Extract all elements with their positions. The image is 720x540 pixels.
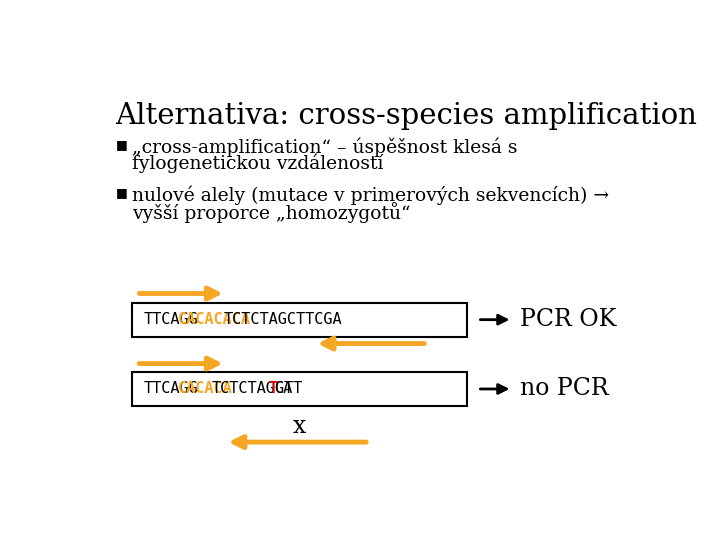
Text: ■: ■ <box>117 186 128 199</box>
Text: TTCAGG: TTCAGG <box>143 381 198 396</box>
FancyBboxPatch shape <box>132 372 467 406</box>
Text: x: x <box>292 415 306 438</box>
Text: TCTCTAGCTTCGA: TCTCTAGCTTCGA <box>223 312 342 327</box>
Text: vyšší proporce „homozygotů“: vyšší proporce „homozygotů“ <box>132 202 410 223</box>
Text: GA: GA <box>274 381 293 396</box>
Text: TCTCTAGCTT: TCTCTAGCTT <box>212 381 303 396</box>
Text: PCR OK: PCR OK <box>520 308 616 331</box>
Text: Alternativa: cross-species amplification: Alternativa: cross-species amplification <box>114 102 697 130</box>
Text: nulové alely (mutace v primerových sekvencích) →: nulové alely (mutace v primerových sekve… <box>132 186 609 205</box>
Text: CACACA: CACACA <box>178 381 233 396</box>
Text: fylogenetickou vzdáleností: fylogenetickou vzdáleností <box>132 153 383 173</box>
Text: „cross-amplification“ – úspěšnost klesá s: „cross-amplification“ – úspěšnost klesá … <box>132 137 518 157</box>
Text: T: T <box>269 381 278 396</box>
Text: CACACACA: CACACACA <box>178 312 251 327</box>
Text: ■: ■ <box>117 138 128 151</box>
FancyBboxPatch shape <box>132 303 467 336</box>
Text: no PCR: no PCR <box>520 377 608 401</box>
Text: TTCAGG: TTCAGG <box>143 312 198 327</box>
